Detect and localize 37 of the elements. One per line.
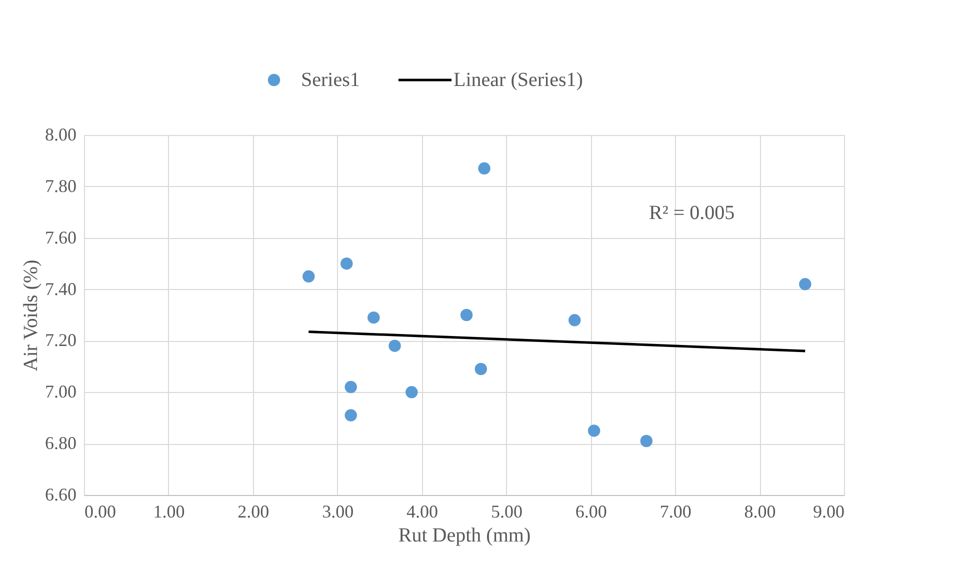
x-tick-label: 7.00 <box>660 502 692 522</box>
point <box>799 278 812 290</box>
point <box>474 362 488 376</box>
legend-label: Series1 <box>301 69 360 91</box>
y-axis-title: Air Voids (%) <box>20 260 42 372</box>
y-tick-label: 8.00 <box>45 124 76 144</box>
y-tick-label: 7.60 <box>45 227 76 248</box>
x-tick-label: 5.00 <box>490 502 522 522</box>
point <box>302 270 315 283</box>
x-tick-label: 6.00 <box>575 502 607 522</box>
y-tick-label: 6.80 <box>45 433 76 454</box>
x-tick-label: 8.00 <box>744 502 776 522</box>
point <box>388 340 401 352</box>
point <box>406 386 418 398</box>
y-tick-label: 7.80 <box>45 176 76 196</box>
point <box>460 308 473 322</box>
y-tick-label: 7.00 <box>45 382 76 402</box>
legend-label: Linear (Series1) <box>454 69 583 91</box>
x-tick-label: 0.00 <box>84 502 116 522</box>
point <box>478 162 490 175</box>
y-tick-label: 7.20 <box>45 330 76 350</box>
point <box>640 434 653 448</box>
point <box>344 380 357 394</box>
annotation: R² = 0.005 <box>649 202 735 224</box>
x-tick-label: 4.00 <box>406 502 438 522</box>
x-tick-label: 1.00 <box>153 502 185 522</box>
x-tick-label: 3.00 <box>322 502 354 522</box>
point <box>568 314 581 326</box>
y-tick-label: 6.60 <box>45 484 76 504</box>
x-tick-label: 2.00 <box>238 502 270 522</box>
point <box>340 257 353 270</box>
x-axis-title: Rut Depth (mm) <box>398 524 531 546</box>
point <box>368 311 380 324</box>
point <box>588 424 600 437</box>
x-tick-label: 9.00 <box>813 502 844 522</box>
point <box>344 409 357 422</box>
y-tick-label: 7.40 <box>45 278 76 299</box>
